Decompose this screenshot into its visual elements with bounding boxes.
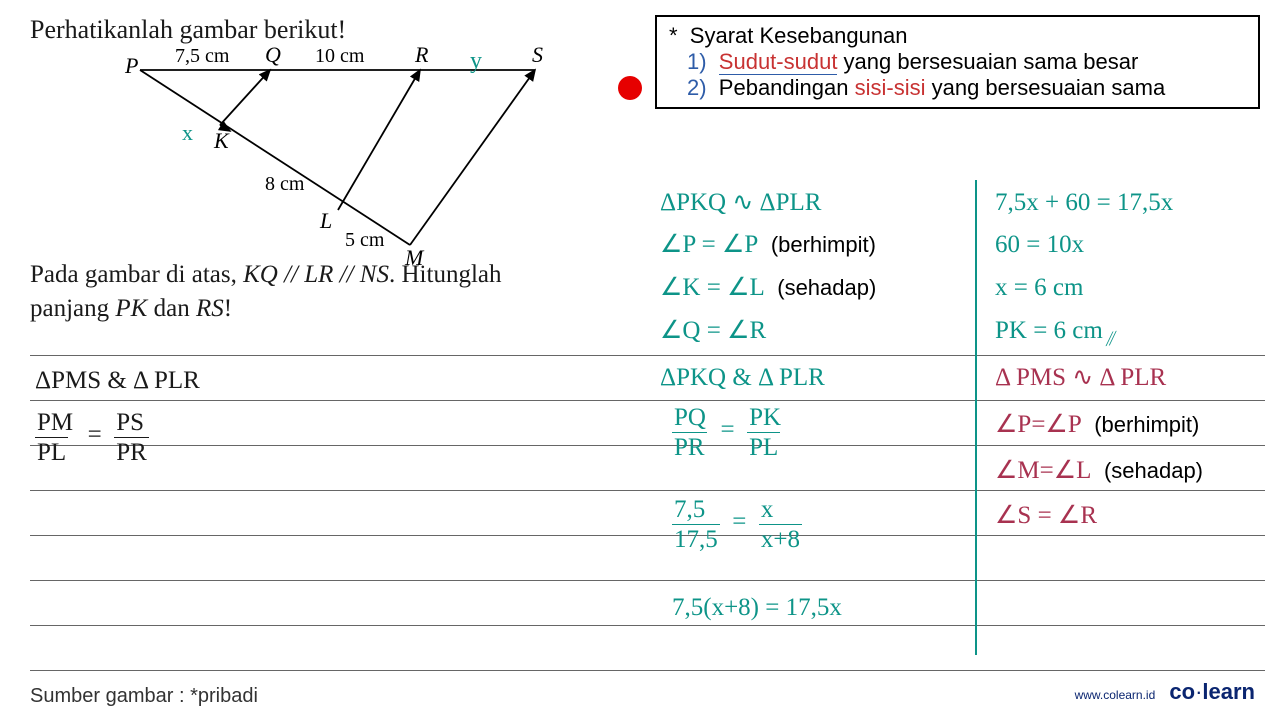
r7a: ∠M=∠L bbox=[995, 457, 1091, 484]
m3a: ∠K = ∠L bbox=[660, 274, 765, 301]
s1-link: Sudut-sudut bbox=[719, 49, 838, 75]
triangle-diagram: P Q R S K L M 7,5 cm 10 cm 8 cm 5 cm bbox=[120, 40, 560, 270]
brand-b: learn bbox=[1202, 679, 1255, 704]
s2-b: sisi-sisi bbox=[855, 75, 926, 100]
m7r: x bbox=[759, 497, 776, 524]
s2-a: Pebandingan bbox=[719, 75, 855, 100]
m6r: PK bbox=[747, 405, 783, 432]
syarat-header: * Syarat Kesebangunan bbox=[669, 23, 1246, 49]
lf-tr: PS bbox=[114, 410, 146, 437]
vertex-Q: Q bbox=[265, 42, 281, 67]
vertex-L: L bbox=[319, 208, 332, 233]
right-line-8: ∠S = ∠R bbox=[995, 503, 1097, 528]
pt-6: dan bbox=[147, 295, 196, 322]
vertical-separator bbox=[975, 180, 977, 655]
m7dr: x+8 bbox=[759, 524, 802, 552]
pt-2: KQ // LR // NS bbox=[243, 261, 389, 288]
edge-KL: 8 cm bbox=[265, 173, 305, 195]
vertex-S: S bbox=[532, 42, 543, 67]
problem-statement: Pada gambar di atas, KQ // LR // NS. Hit… bbox=[30, 258, 502, 326]
pt-3: . Hitunglah bbox=[389, 261, 502, 288]
m6dr: PL bbox=[747, 432, 780, 460]
mid-fraction-2: 7,5 17,5 = x x+8 bbox=[672, 497, 802, 552]
right-line-1: 7,5x + 60 = 17,5x bbox=[995, 190, 1173, 215]
mid-line-8: 7,5(x+8) = 17,5x bbox=[672, 595, 842, 620]
lf-br: PR bbox=[114, 437, 149, 465]
m7dl: 17,5 bbox=[672, 524, 720, 552]
m3n: (sehadap) bbox=[777, 275, 876, 300]
mid-fraction-1: PQ PR = PK PL bbox=[672, 405, 783, 460]
r7n: (sehadap) bbox=[1104, 458, 1203, 483]
m6l: PQ bbox=[672, 405, 708, 432]
r6n: (berhimpit) bbox=[1094, 412, 1199, 437]
pt-5: PK bbox=[115, 295, 147, 322]
s1-rest: yang bersesuaian sama besar bbox=[837, 49, 1138, 74]
annotation-x: x bbox=[182, 120, 193, 146]
m2a: ∠P = ∠P bbox=[660, 231, 758, 258]
brand-a: co bbox=[1169, 679, 1195, 704]
lf-eq: = bbox=[88, 421, 102, 448]
right-line-5: Δ PMS ∿ Δ PLR bbox=[995, 365, 1166, 390]
syarat-title: Syarat Kesebangunan bbox=[690, 23, 908, 48]
source-credit: Sumber gambar : *pribadi bbox=[30, 685, 258, 708]
brand-footer: www.colearn.id co·learn bbox=[1075, 679, 1255, 705]
right-line-3: x = 6 cm bbox=[995, 275, 1083, 300]
requirements-box: * Syarat Kesebangunan 1) Sudut-sudut yan… bbox=[655, 15, 1260, 109]
m7l: 7,5 bbox=[672, 497, 707, 524]
mid-line-2: ∠P = ∠P (berhimpit) bbox=[660, 232, 876, 257]
syarat-item-1: 1) Sudut-sudut yang bersesuaian sama bes… bbox=[687, 49, 1246, 75]
right-line-7: ∠M=∠L (sehadap) bbox=[995, 458, 1203, 483]
left-line-1: ΔPMS & Δ PLR bbox=[35, 368, 200, 393]
pt-8: ! bbox=[224, 295, 232, 322]
right-line-4: PK = 6 cm bbox=[995, 318, 1103, 343]
syarat-item-2: 2) Pebandingan sisi-sisi yang bersesuaia… bbox=[687, 75, 1246, 101]
m2n: (berhimpit) bbox=[771, 232, 876, 257]
edge-LM: 5 cm bbox=[345, 229, 385, 251]
pt-7: RS bbox=[196, 295, 224, 322]
edge-PQ: 7,5 cm bbox=[175, 45, 230, 67]
edge-QR: 10 cm bbox=[315, 45, 365, 67]
annotation-y: y bbox=[470, 48, 482, 75]
cursor-dot bbox=[618, 76, 642, 100]
mid-line-1: ΔPKQ ∿ ΔPLR bbox=[660, 190, 821, 215]
m6eq: = bbox=[720, 416, 734, 443]
left-fraction: PM PL = PS PR bbox=[35, 410, 149, 465]
r6a: ∠P=∠P bbox=[995, 411, 1082, 438]
m6dl: PR bbox=[672, 432, 707, 460]
vertex-R: R bbox=[414, 42, 429, 67]
m7eq: = bbox=[732, 508, 746, 535]
vertex-P: P bbox=[124, 53, 138, 78]
vertex-K: K bbox=[213, 128, 230, 153]
bullet: * bbox=[669, 23, 678, 48]
mid-line-3: ∠K = ∠L (sehadap) bbox=[660, 275, 876, 300]
pt-4: panjang bbox=[30, 295, 115, 322]
check-icon: ⁄⁄ bbox=[1106, 328, 1117, 352]
footer-url: www.colearn.id bbox=[1075, 688, 1156, 702]
s2-num: 2) bbox=[687, 75, 707, 100]
lf-tl: PM bbox=[35, 410, 75, 437]
s1-num: 1) bbox=[687, 49, 707, 74]
right-line-6: ∠P=∠P (berhimpit) bbox=[995, 412, 1199, 437]
pt-1: Pada gambar di atas, bbox=[30, 261, 243, 288]
lf-bl: PL bbox=[35, 437, 68, 465]
s2-c: yang bersesuaian sama bbox=[925, 75, 1165, 100]
right-line-2: 60 = 10x bbox=[995, 232, 1084, 257]
mid-line-5: ΔPKQ & Δ PLR bbox=[660, 365, 825, 390]
mid-line-4: ∠Q = ∠R bbox=[660, 318, 766, 343]
